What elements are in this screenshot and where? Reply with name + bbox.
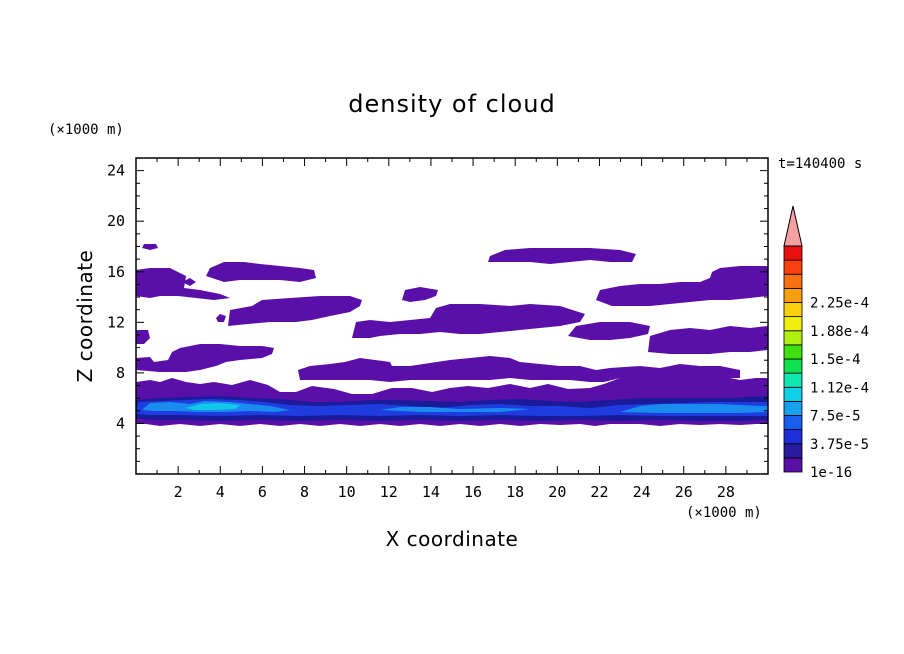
cloud-layer-top-2 (206, 262, 316, 282)
colorbar-label: 1.5e-4 (810, 352, 861, 368)
colorbar-segment (783, 287, 803, 303)
time-label: t=140400 s (778, 156, 862, 172)
colorbar-segment (783, 415, 803, 431)
cloud-layer-upper-2 (352, 304, 585, 338)
colorbar-segment (783, 443, 803, 459)
y-tick-label: 8 (116, 364, 125, 382)
cloud-layer-top-5 (182, 278, 196, 286)
x-tick-label: 8 (300, 483, 309, 501)
cloud-layer-top-4 (596, 266, 768, 306)
x-tick-label: 16 (464, 483, 482, 501)
colorbar-label: 2.25e-4 (810, 296, 869, 312)
cloud-layer-upper-5 (216, 314, 226, 322)
colorbar-segment (783, 344, 803, 360)
colorbar-segment (783, 316, 803, 332)
cloud-layer-mid-2 (298, 356, 740, 382)
colorbar-segment (783, 358, 803, 374)
x-tick-label: 6 (258, 483, 267, 501)
colorbar-segment (783, 245, 803, 261)
cloud-core-blue (136, 399, 768, 416)
colorbar-label: 3.75e-5 (810, 437, 869, 453)
colorbar-segment (783, 259, 803, 275)
cloud-layer-mid (136, 344, 274, 372)
y-axis-title: Z coordinate (73, 250, 97, 383)
cloud-layer-upper-4 (402, 287, 438, 302)
chart-title: density of cloud (348, 90, 555, 118)
cloud-layer-top-3 (488, 248, 636, 264)
x-tick-label: 2 (174, 483, 183, 501)
colorbar: 1e-16 3.75e-5 7.5e-5 1.12e-4 1.5e-4 1.88e-4 2.… (783, 205, 869, 481)
x-axis: 2 4 6 8 10 12 14 16 18 20 22 24 26 28 (156, 158, 748, 501)
cloud-field (136, 244, 768, 426)
colorbar-segment (783, 330, 803, 346)
x-tick-label: 22 (590, 483, 608, 501)
cloud-small (142, 244, 158, 250)
colorbar-label: 1.12e-4 (810, 380, 869, 396)
cloud-layer-mid-3 (648, 326, 768, 354)
y-axis: 4 8 12 16 20 24 (107, 162, 768, 462)
colorbar-segment (783, 386, 803, 402)
cloud-layer-upper-3 (568, 322, 650, 340)
colorbar-segment (783, 429, 803, 445)
cloud-core-lightblue-2 (620, 404, 768, 413)
colorbar-segment (783, 372, 803, 388)
colorbar-label: 1e-16 (810, 465, 852, 481)
y-tick-label: 20 (107, 212, 125, 230)
x-tick-label: 28 (717, 483, 735, 501)
cloud-core-blue-mid (380, 407, 530, 412)
x-tick-label: 24 (633, 483, 651, 501)
colorbar-label: 7.5e-5 (810, 409, 861, 425)
cloud-core-cyan (185, 403, 240, 410)
cloud-layer-mid-4 (136, 330, 150, 344)
x-tick-label: 18 (506, 483, 524, 501)
x-tick-label: 4 (216, 483, 225, 501)
colorbar-segment (783, 400, 803, 416)
x-axis-title: X coordinate (386, 527, 519, 551)
y-tick-label: 12 (107, 313, 125, 331)
y-tick-label: 4 (116, 414, 125, 432)
y-unit-label: (×1000 m) (48, 122, 124, 138)
y-tick-label: 16 (107, 263, 125, 281)
y-tick-label: 24 (107, 162, 125, 180)
colorbar-segment (783, 273, 803, 289)
colorbar-extend-arrow (783, 205, 803, 247)
colorbar-segment (783, 302, 803, 318)
cloud-layer-top (136, 268, 230, 300)
x-unit-label: (×1000 m) (686, 505, 762, 521)
colorbar-segment (783, 457, 803, 473)
x-tick-label: 20 (548, 483, 566, 501)
x-tick-label: 14 (422, 483, 440, 501)
cloud-layer-upper (228, 296, 362, 326)
x-tick-label: 10 (338, 483, 356, 501)
x-tick-label: 12 (380, 483, 398, 501)
colorbar-label: 1.88e-4 (810, 324, 869, 340)
x-tick-label: 26 (675, 483, 693, 501)
